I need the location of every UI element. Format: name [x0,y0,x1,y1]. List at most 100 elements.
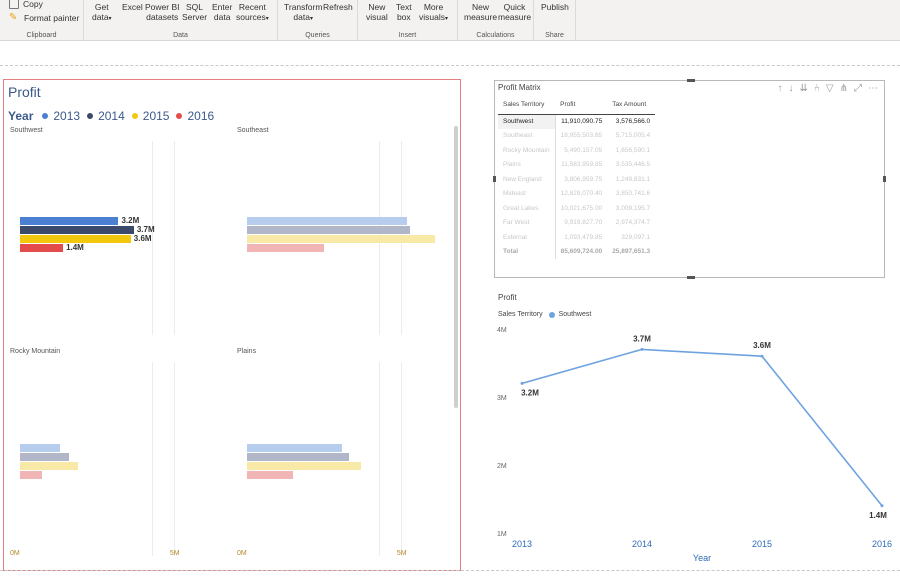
value-cell: 3,806,959.75 [564,175,603,183]
small-multiple-panel[interactable]: Plains 0M 5M [237,348,452,560]
value-cell: 3,850,741.6 [615,190,651,198]
sql-label-1: SQL [186,2,204,12]
data-point[interactable] [880,504,884,508]
y-axis-tick: 1M [497,531,507,538]
bar-2014[interactable] [20,226,134,234]
matrix-row[interactable]: Southwest 11,910,090.75 3,576,566.0 [498,113,656,129]
sql-server-button[interactable]: SQL Server [182,2,207,22]
format-painter-button[interactable]: ✎ Format painter [9,13,80,24]
legend-label-2013[interactable]: 2013 [53,109,81,123]
bar-2015[interactable] [247,462,361,470]
clipboard-group-label: Clipboard [26,32,57,39]
publish-button[interactable]: Publish [541,2,569,12]
legend-label-2016[interactable]: 2016 [187,109,215,123]
x-axis-tick: 0M [10,550,20,557]
enter-data-button[interactable]: Enter data [212,2,232,22]
series-line-southwest[interactable] [521,348,883,507]
small-multiple-panel[interactable]: Southeast [237,127,452,339]
bar-2016[interactable] [247,244,324,252]
quick-measure-button[interactable]: Quick measure [498,2,531,22]
line-legend-item[interactable]: Southwest [558,311,592,318]
matrix-row[interactable]: Rocky Mountain 5,490,157.05 1,656,590.1 [498,143,655,158]
matrix-row[interactable]: Plains 11,583,959.85 3,535,446.5 [498,157,655,172]
text-box-button[interactable]: Text box [396,2,412,22]
new-measure-label-2: measure [464,12,498,22]
matrix-row[interactable]: Southeast 18,955,503.65 5,715,005.4 [498,128,655,143]
matrix-row[interactable]: New England 3,806,959.75 1,249,831.1 [498,172,655,187]
bar-2014[interactable] [20,453,70,461]
resize-handle-top[interactable] [687,79,695,82]
y-axis-tick: 3M [497,395,507,402]
vertical-scrollbar[interactable] [454,126,458,408]
bar-2014[interactable] [247,226,411,234]
line-chart-legend: Sales Territory Southwest [498,311,591,318]
arrow-down-icon[interactable]: ↓ [788,83,794,94]
bar-2013[interactable] [20,217,119,225]
data-point[interactable] [760,354,764,358]
bar-2015[interactable] [20,462,79,470]
new-measure-button[interactable]: New measure [464,2,497,22]
double-arrow-down-icon[interactable]: ⇊ [799,83,808,94]
x-axis-tick: 5M [396,550,407,557]
small-multiple-panel[interactable]: Southwest 3.2M 3.7M 3.6M 1.4M [10,127,225,339]
bar-2016[interactable] [247,471,294,479]
total-value-cell: 25,897,651.3 [612,248,651,256]
focus-mode-icon[interactable]: ⤢ [854,83,862,94]
bar-2016[interactable] [20,244,64,252]
resize-handle-bottom[interactable] [687,276,695,279]
small-multiple-panel[interactable]: Rocky Mountain 0M 5M [10,348,225,560]
clipboard-group: Copy ✎ Format painter Clipboard [0,0,84,41]
arrow-up-icon[interactable]: ↑ [777,83,783,94]
legend-label-2014[interactable]: 2014 [98,109,125,123]
point-data-label: 3.2M [521,388,539,397]
resize-handle-right[interactable] [883,176,886,182]
pin-icon[interactable]: ⋔ [839,83,848,94]
data-group: Get data▾ Excel Power BI datasets SQL Se… [84,0,278,41]
data-point[interactable] [640,347,644,351]
refresh-button[interactable]: Refresh [323,2,353,12]
matrix-row[interactable]: Far West 9,919,827.70 2,974,374.7 [498,215,655,230]
resize-handle-left[interactable] [493,176,496,182]
new-measure-label-1: New [472,2,490,12]
visual-header-toolbar: ↑ ↓ ⇊ ⑃ ▽ ⋔ ⤢ ⋯ [778,83,878,94]
more-visuals-button[interactable]: More visuals▾ [419,2,448,24]
more-options-icon[interactable]: ⋯ [868,83,878,94]
fork-icon[interactable]: ⑃ [813,83,820,94]
column-header-tax-amount[interactable]: Tax Amount [607,96,656,115]
profit-line-chart-visual[interactable]: Profit Sales Territory Southwest 1M 2M 3M 4… [494,287,894,572]
bar-2014[interactable] [247,453,349,461]
matrix-row[interactable]: Great Lakes 10,021,675.00 3,009,195.7 [498,201,655,216]
profit-matrix-visual[interactable]: Profit Matrix ↑ ↓ ⇊ ⑃ ▽ ⋔ ⤢ ⋯ Sales Territory P… [493,79,886,279]
matrix-row[interactable]: Mideast 12,828,070.40 3,850,741.6 [498,186,655,201]
line-chart-svg: 1M 2M 3M 4M 2013 2014 2015 2016 Year 3.2M 3.7M 3.6M… [497,327,892,563]
get-data-button[interactable]: Get data▾ [92,2,112,24]
y-axis-tick: 2M [497,463,507,470]
data-group-label: Data [173,32,188,39]
quick-measure-label-2: measure [498,12,532,22]
value-cell: 11,583,959.85 [561,161,603,169]
filter-icon[interactable]: ▽ [825,83,834,94]
bar-2013[interactable] [20,444,60,452]
value-cell: 1,093,479.85 [564,233,603,241]
legend-dot-2016 [176,113,183,119]
calculations-group-label: Calculations [476,32,515,39]
copy-icon [9,0,19,9]
bar-2013[interactable] [247,217,407,225]
powerbi-datasets-button[interactable]: Power BI datasets [145,2,180,22]
column-header-profit[interactable]: Profit [555,96,608,115]
copy-button[interactable]: Copy [9,0,43,9]
format-painter-label: Format painter [24,13,80,23]
column-header-sales-territory[interactable]: Sales Territory [498,96,556,115]
bar-2015[interactable] [20,235,131,243]
bar-2013[interactable] [247,444,343,452]
excel-button[interactable]: Excel [122,2,143,12]
profit-small-multiples-visual[interactable]: Profit Year 2013 2014 2015 2016 Southwes… [3,79,461,571]
transform-data-button[interactable]: Transform data▾ [284,2,322,24]
new-visual-button[interactable]: New visual [366,2,388,22]
matrix-row[interactable]: External 1,093,479.85 329,097.1 [498,230,655,245]
bar-2015[interactable] [247,235,435,243]
bar-2016[interactable] [20,471,42,479]
recent-sources-button[interactable]: Recent sources▾ [236,2,269,24]
legend-label-2015[interactable]: 2015 [142,109,170,123]
data-point[interactable] [520,381,524,385]
